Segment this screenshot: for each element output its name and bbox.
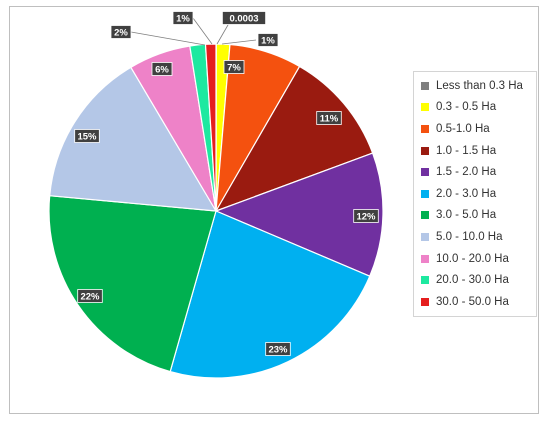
data-label-6: 22% [77,289,103,303]
leader-line-9 [130,31,206,46]
svg-text:11%: 11% [320,114,339,125]
svg-text:7%: 7% [227,63,241,74]
data-label-7: 15% [74,129,100,143]
svg-text:15%: 15% [77,132,97,143]
legend-swatch [421,211,429,220]
legend-swatch [421,189,429,198]
legend-label: 5.0 - 10.0 Ha [436,230,503,243]
legend-label: 1.0 - 1.5 Ha [436,144,497,157]
legend-swatch [421,276,429,285]
legend-item: 5.0 - 10.0 Ha [421,226,536,248]
data-label-0: 0.0003 [221,11,266,25]
svg-text:2%: 2% [114,28,128,39]
legend-swatch [421,297,429,306]
legend-label: 3.0 - 5.0 Ha [436,209,497,222]
data-label-4: 12% [353,209,379,223]
legend-item: 10.0 - 20.0 Ha [421,248,536,270]
legend-item: 1.0 - 1.5 Ha [421,140,536,162]
pie-slice-6 [48,195,217,373]
legend-label: 1.5 - 2.0 Ha [436,166,497,179]
legend-swatch [421,168,429,177]
legend-label: 0.5-1.0 Ha [436,122,490,135]
legend-label: 0.3 - 0.5 Ha [436,101,497,114]
legend-label: 30.0 - 50.0 Ha [436,295,509,308]
legend-swatch [421,254,429,263]
legend-label: 10.0 - 20.0 Ha [436,252,509,265]
svg-text:1%: 1% [176,14,190,25]
data-label-9: 2% [110,25,132,39]
chart-legend: Less than 0.3 Ha 0.3 - 0.5 Ha 0.5-1.0 Ha 1.… [413,71,537,317]
legend-label: 2.0 - 3.0 Ha [436,187,497,200]
svg-text:6%: 6% [155,65,169,76]
svg-text:1%: 1% [261,36,275,47]
pie-slice-3 [214,65,374,213]
leader-line-1 [221,39,257,45]
legend-item: 20.0 - 30.0 Ha [421,269,536,291]
leader-line-10 [192,17,213,45]
svg-text:0.0003: 0.0003 [229,14,258,25]
legend-swatch [421,232,429,241]
legend-item: 0.5-1.0 Ha [421,118,536,140]
svg-text:23%: 23% [268,345,288,356]
data-label-10: 1% [172,11,194,25]
svg-text:22%: 22% [80,292,100,303]
pie-slice-7 [49,66,218,212]
svg-text:12%: 12% [356,212,376,223]
data-label-2: 7% [223,60,245,74]
legend-swatch [421,146,429,155]
legend-item: 3.0 - 5.0 Ha [421,205,536,227]
data-label-3: 11% [316,111,342,125]
legend-swatch [421,103,429,112]
legend-item: Less than 0.3 Ha [421,75,536,97]
data-label-5: 23% [265,342,291,356]
legend-label: Less than 0.3 Ha [436,79,523,92]
pie-slice-4 [214,152,384,277]
data-label-8: 6% [151,62,173,76]
legend-item: 30.0 - 50.0 Ha [421,291,536,313]
pie-slice-10 [204,43,217,212]
legend-item: 0.3 - 0.5 Ha [421,97,536,119]
legend-item: 2.0 - 3.0 Ha [421,183,536,205]
legend-swatch [421,81,429,90]
legend-label: 20.0 - 30.0 Ha [436,274,509,287]
data-label-1: 1% [257,33,279,47]
pie-slice-5 [169,210,371,379]
legend-item: 1.5 - 2.0 Ha [421,161,536,183]
legend-swatch [421,124,429,133]
